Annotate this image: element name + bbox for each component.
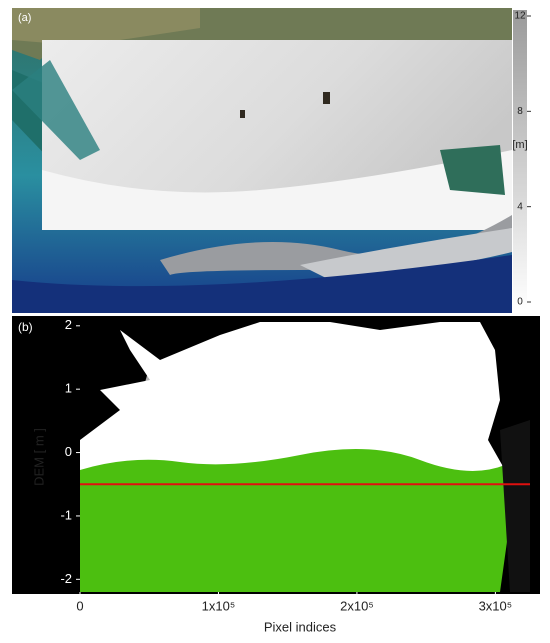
x-axis-label: Pixel indices <box>264 619 337 634</box>
colorbar-tick-label: 12 <box>514 11 526 22</box>
y-tick-label: 1 <box>65 381 72 396</box>
colorbar-tick-label: 0 <box>517 297 523 308</box>
y-tick-label: -1 <box>60 507 72 522</box>
y-tick-label: 2 <box>65 317 72 332</box>
y-axis-label: DEM [ m ] <box>31 428 46 486</box>
y-tick-label: 0 <box>65 444 72 459</box>
y-tick-label: -2 <box>60 571 72 586</box>
colorbar-tick-label: 8 <box>517 106 523 117</box>
x-tick-label: 3x10⁵ <box>479 598 513 613</box>
colorbar-label: [m] <box>512 139 527 151</box>
colorbar-tick-label: 4 <box>517 201 523 212</box>
x-tick-label: 0 <box>76 598 83 613</box>
x-tick-label: 2x10⁵ <box>340 598 374 613</box>
colorbar <box>513 10 527 310</box>
x-tick-label: 1x10⁵ <box>202 598 236 613</box>
satellite-image <box>12 8 512 313</box>
point-cloud <box>80 322 530 592</box>
panel-label: (b) <box>18 320 33 334</box>
panel-label: (a) <box>18 12 31 24</box>
